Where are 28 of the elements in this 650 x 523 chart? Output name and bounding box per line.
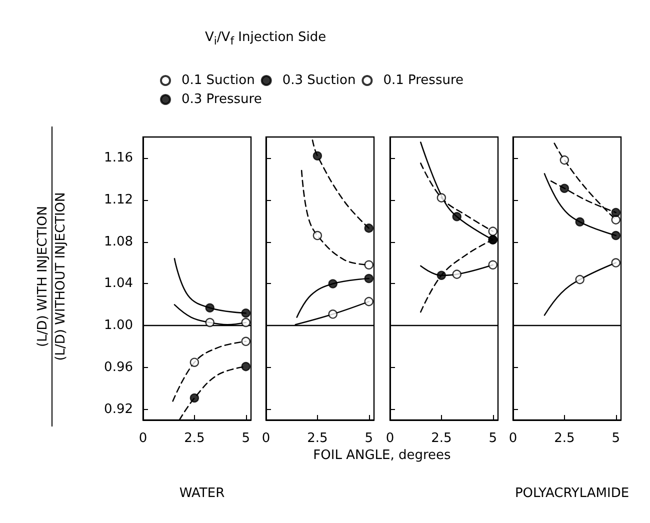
legend-label: 0.3 Suction: [282, 73, 356, 88]
x-tick-label: 2.5: [307, 431, 328, 446]
y-tick-label: 1.12: [104, 192, 133, 208]
x-tick-label: 2.5: [554, 431, 575, 446]
x-tick-label: 0: [262, 431, 270, 446]
y-tick-label: 1.08: [104, 234, 133, 250]
y-tick-label: 1.16: [104, 150, 133, 166]
legend-label: 0.3 Pressure: [182, 92, 262, 107]
x-tick-label: 0: [138, 431, 148, 446]
y-tick-label: 1.00: [104, 318, 133, 334]
y-tick-label: 0.92: [104, 402, 133, 418]
y-tick-label: 0.96: [104, 360, 133, 376]
x-tick-label: 0: [508, 431, 518, 446]
y-axis-title: (L/D) WITH INJECTION (L/D) WITHOUT INJECTION: [34, 190, 70, 362]
x-tick-label: 5: [488, 431, 497, 446]
legend-title: V$_{i}$/V$_{f}$ Injection Side: [205, 30, 326, 48]
legend-label: 0.1 Pressure: [383, 73, 464, 88]
x-axis-title: FOIL ANGLE, degrees: [312, 448, 452, 463]
y-tick-label: 1.04: [104, 276, 133, 292]
legend-label: 0.1 Suction: [182, 73, 255, 88]
x-tick-label: 5: [364, 431, 373, 446]
x-tick-label: 5: [612, 431, 620, 446]
x-tick-label: 5: [242, 431, 250, 446]
text: POLYACRYLAMIDE: [514, 486, 630, 501]
x-tick-label: 2.5: [184, 431, 205, 446]
text: WATER: [179, 486, 225, 501]
x-tick-label: 2.5: [431, 431, 452, 446]
x-tick-label: 0: [386, 431, 394, 446]
